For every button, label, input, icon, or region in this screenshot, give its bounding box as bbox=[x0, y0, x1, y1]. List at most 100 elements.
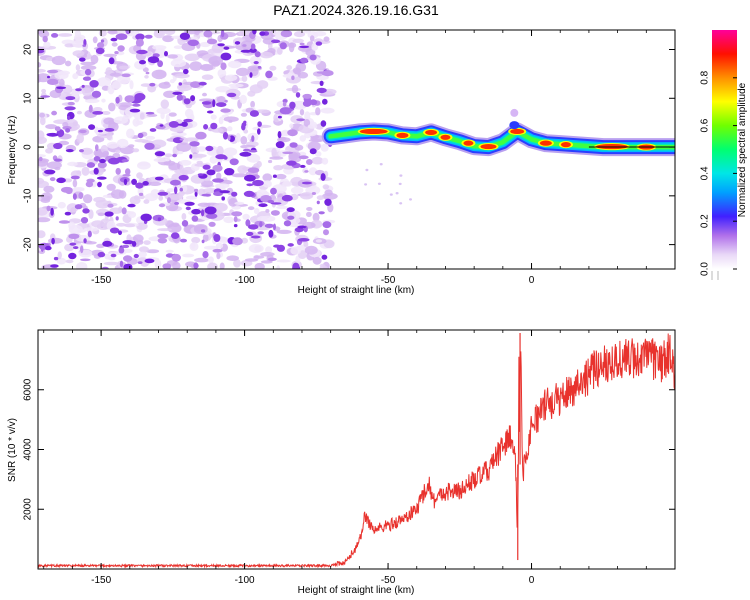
noise-blob bbox=[154, 259, 162, 269]
noise-blob bbox=[241, 75, 248, 82]
noise-blob bbox=[224, 74, 238, 82]
noise-blob bbox=[63, 178, 73, 183]
noise-blob-dark bbox=[248, 224, 259, 230]
noise-blob bbox=[156, 107, 171, 115]
noise-blob bbox=[314, 151, 322, 157]
noise-blob bbox=[76, 262, 88, 269]
noise-blob-dark bbox=[322, 221, 332, 229]
signal-hot-spot bbox=[396, 132, 409, 138]
noise-blob bbox=[107, 84, 115, 95]
noise-blob-dark bbox=[249, 48, 257, 53]
noise-blob bbox=[176, 142, 192, 152]
noise-blob bbox=[228, 197, 238, 207]
noise-blob bbox=[58, 78, 65, 87]
snr-ylabel: SNR (10 * v/v) bbox=[7, 418, 18, 482]
noise-blob-dark bbox=[257, 65, 262, 69]
noise-blob-dark bbox=[219, 190, 230, 194]
noise-blob bbox=[75, 64, 81, 71]
noise-blob-dark bbox=[280, 30, 293, 38]
noise-blob-dark bbox=[145, 111, 155, 115]
noise-blob-dark bbox=[189, 154, 193, 159]
noise-blob bbox=[244, 258, 259, 262]
noise-blob-dark bbox=[108, 57, 115, 65]
noise-blob-dark bbox=[180, 238, 187, 243]
noise-blob bbox=[72, 179, 78, 188]
noise-blob-dark bbox=[97, 251, 106, 258]
noise-blob-dark bbox=[65, 187, 73, 195]
noise-blob bbox=[207, 256, 214, 264]
noise-blob-dark bbox=[302, 100, 312, 107]
noise-blob-dark bbox=[50, 264, 59, 268]
colorbar-tick-label: 0.8 bbox=[700, 70, 711, 84]
noise-blob bbox=[309, 35, 315, 42]
noise-blob-dark bbox=[178, 82, 183, 86]
noise-blob bbox=[166, 188, 175, 193]
noise-blob bbox=[170, 59, 187, 68]
noise-blob-dark bbox=[136, 38, 144, 47]
colorbar-tick-label: 0.2 bbox=[700, 214, 711, 228]
noise-blob bbox=[200, 63, 214, 72]
signal-hot-spot bbox=[480, 143, 497, 150]
noise-blob bbox=[171, 35, 183, 39]
signal-hot-spot bbox=[440, 134, 451, 140]
noise-blob bbox=[109, 72, 122, 77]
noise-blob bbox=[182, 185, 188, 193]
noise-blob bbox=[290, 186, 304, 194]
noise-blob bbox=[312, 212, 320, 222]
noise-blob bbox=[144, 75, 149, 79]
noise-blob-dark bbox=[38, 156, 43, 162]
noise-blob bbox=[76, 110, 82, 115]
noise-blob-dark bbox=[147, 56, 160, 64]
noise-blob bbox=[289, 151, 299, 161]
noise-blob-dark bbox=[82, 76, 92, 81]
noise-blob-dark bbox=[223, 156, 228, 160]
noise-blob bbox=[85, 98, 100, 104]
noise-blob-dark bbox=[50, 207, 54, 216]
noise-blob bbox=[107, 30, 121, 34]
y-tick-label: -10 bbox=[23, 188, 34, 203]
noise-blob-dark bbox=[224, 168, 235, 176]
noise-blob bbox=[160, 99, 169, 109]
y-tick-label: 4000 bbox=[23, 438, 34, 461]
noise-blob-dark bbox=[287, 243, 294, 247]
spectrogram-signal bbox=[321, 108, 675, 157]
noise-blob-dark bbox=[74, 204, 83, 210]
noise-blob bbox=[129, 80, 134, 90]
snr-xlabel: Height of straight line (km) bbox=[298, 585, 415, 596]
noise-blob bbox=[101, 98, 106, 103]
noise-blob-dark bbox=[145, 71, 150, 75]
noise-blob bbox=[101, 111, 111, 115]
noise-blob-dark bbox=[158, 203, 166, 208]
noise-blob-dark bbox=[257, 121, 262, 127]
noise-blob bbox=[292, 38, 305, 43]
noise-blob bbox=[246, 153, 261, 163]
noise-blob bbox=[181, 213, 187, 220]
noise-blob-dark bbox=[299, 42, 305, 46]
noise-blob-dark bbox=[135, 33, 145, 41]
noise-blob-dark bbox=[86, 178, 95, 183]
noise-blob-dark bbox=[168, 121, 179, 128]
noise-blob-dark bbox=[311, 192, 316, 195]
noise-blob bbox=[151, 139, 167, 148]
noise-blob-dark bbox=[131, 178, 138, 185]
noise-blob-dark bbox=[294, 227, 304, 233]
noise-blob-dark bbox=[301, 181, 312, 185]
noise-blob bbox=[273, 165, 284, 171]
x-tick-label: -50 bbox=[381, 575, 396, 586]
noise-blob bbox=[255, 201, 260, 206]
noise-blob bbox=[88, 209, 94, 219]
noise-blob bbox=[179, 159, 192, 166]
noise-blob-dark bbox=[243, 120, 247, 124]
noise-blob-dark bbox=[250, 235, 261, 239]
x-tick-label: 0 bbox=[529, 575, 535, 586]
noise-blob bbox=[40, 192, 53, 201]
noise-blob-dark bbox=[157, 237, 168, 244]
noise-blob bbox=[90, 54, 99, 64]
noise-blob bbox=[103, 261, 120, 266]
noise-blob bbox=[168, 112, 177, 117]
noise-blob bbox=[132, 148, 140, 153]
noise-blob bbox=[145, 135, 156, 140]
noise-blob bbox=[202, 233, 209, 242]
noise-blob-dark bbox=[259, 31, 266, 36]
noise-blob-dark bbox=[297, 238, 310, 242]
